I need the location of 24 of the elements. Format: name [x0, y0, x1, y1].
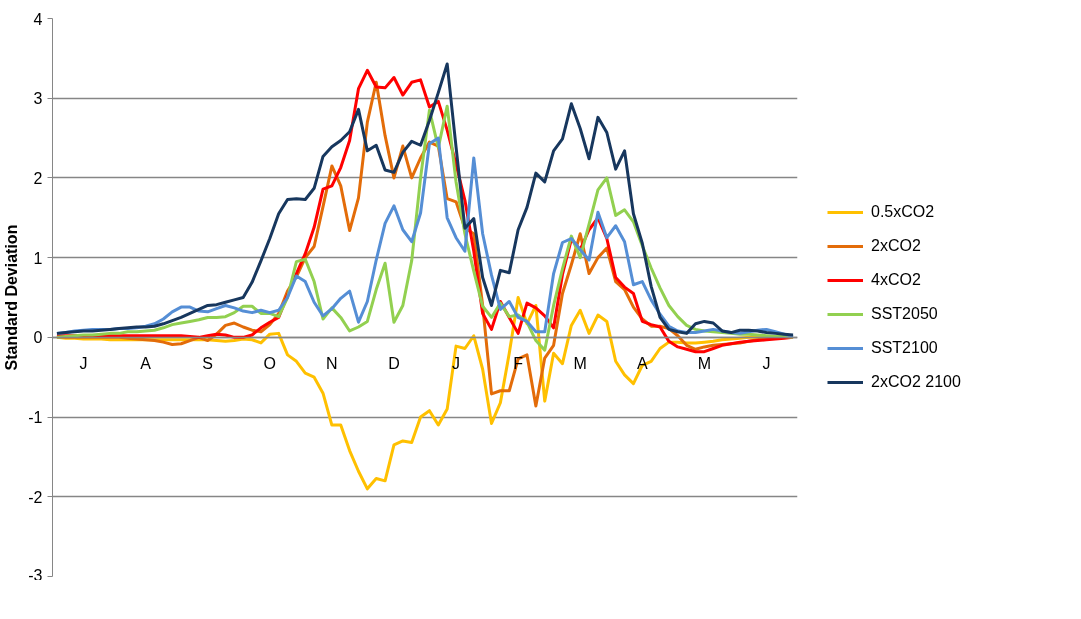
- y-tick-label: -3: [28, 566, 43, 584]
- legend-label: SST2100: [871, 339, 938, 357]
- x-tick-label: O: [263, 355, 277, 373]
- x-tick-label: M: [573, 355, 587, 373]
- y-tick-label: 2: [33, 169, 43, 187]
- legend-label: SST2050: [871, 305, 938, 323]
- x-tick-label: D: [388, 355, 400, 373]
- x-tick-label: J: [762, 355, 771, 373]
- y-tick-label: -1: [28, 409, 43, 427]
- x-tick-label: A: [140, 355, 152, 373]
- y-tick-label: -2: [28, 488, 43, 506]
- x-tick-label: M: [697, 355, 712, 373]
- x-tick-label: J: [79, 355, 88, 373]
- y-tick-label: 1: [33, 249, 43, 267]
- y-tick-label: 4: [33, 10, 43, 28]
- legend-label: 0.5xCO2: [871, 203, 935, 221]
- y-tick-label: 0: [33, 329, 43, 347]
- x-tick-label: S: [202, 355, 214, 373]
- y-tick-label: 3: [33, 90, 43, 108]
- y-axis-title: Standard Deviation: [3, 224, 21, 371]
- x-tick-label: N: [326, 355, 338, 373]
- legend-label: 2xCO2: [871, 237, 921, 255]
- legend-label: 2xCO2 2100: [871, 373, 961, 391]
- legend-label: 4xCO2: [871, 271, 921, 289]
